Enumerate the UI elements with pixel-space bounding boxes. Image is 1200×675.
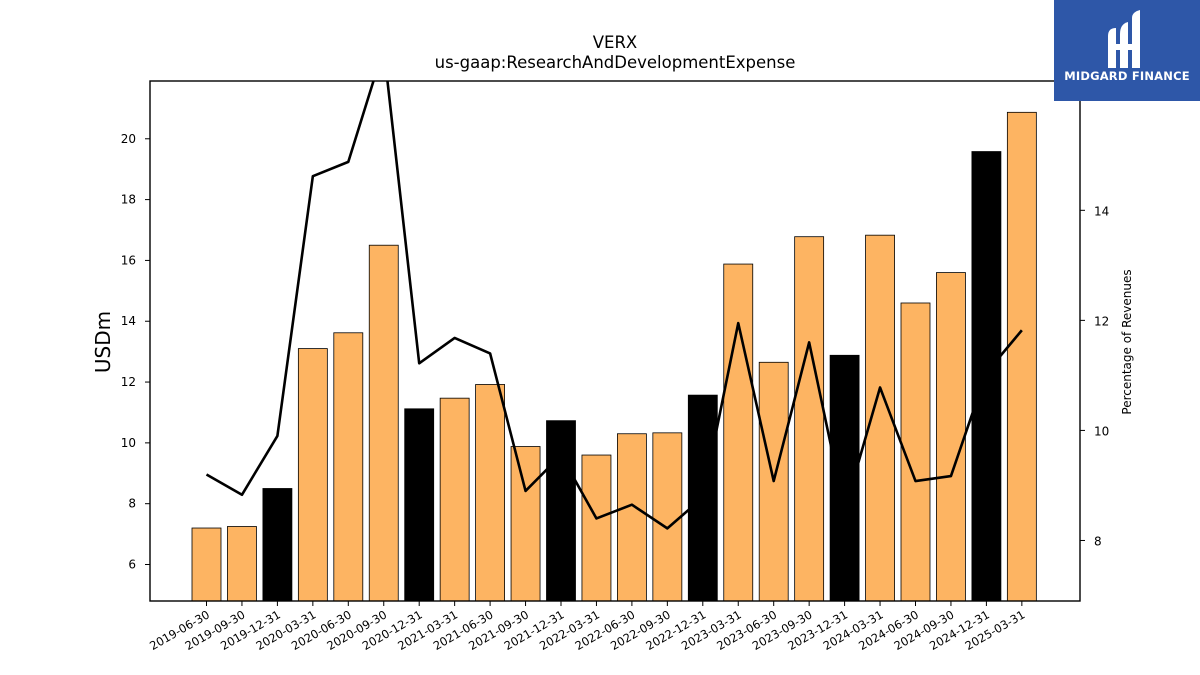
bar <box>191 527 222 602</box>
percentage-line <box>205 81 1023 530</box>
y-axis-label: USDm <box>91 311 115 373</box>
bar <box>1006 111 1037 602</box>
y-tick-label: 14 <box>121 314 136 328</box>
bar <box>723 263 754 602</box>
y2-tick-label: 14 <box>1094 204 1109 218</box>
chart-title: VERX <box>593 33 637 52</box>
midgard-logo-icon <box>1108 10 1140 68</box>
y-tick-label: 8 <box>128 497 136 511</box>
bar <box>368 244 399 602</box>
bar <box>333 332 364 602</box>
bar <box>546 420 576 602</box>
bar <box>581 454 612 602</box>
y-tick-label: 16 <box>121 253 136 267</box>
bar <box>794 236 825 602</box>
bar <box>297 348 328 602</box>
bar <box>936 272 966 602</box>
bar <box>475 384 506 602</box>
brand-logo: MIDGARD FINANCE <box>1054 0 1200 101</box>
logo-text: MIDGARD FINANCE <box>1064 69 1190 83</box>
bar <box>617 433 647 602</box>
y-tick-label: 12 <box>121 375 136 389</box>
y-tick-label: 20 <box>121 132 136 146</box>
y-tick-label: 10 <box>121 436 136 450</box>
bar <box>510 446 541 602</box>
y2-axis-label: Percentage of Revenues <box>1120 269 1134 414</box>
bar <box>262 488 293 602</box>
y2-tick-label: 8 <box>1094 534 1102 548</box>
bar <box>227 526 257 602</box>
y2-tick-label: 10 <box>1094 424 1109 438</box>
y-tick-label: 6 <box>128 558 136 572</box>
plot-frame <box>149 80 1081 602</box>
y-tick-label: 18 <box>121 193 136 207</box>
bar <box>652 432 683 602</box>
chart-subtitle: us-gaap:ResearchAndDevelopmentExpense <box>435 53 796 72</box>
y2-tick-label: 12 <box>1094 314 1109 328</box>
plot-area: 6810121416182081012142019-06-302019-09-3… <box>121 80 1109 653</box>
bar <box>404 408 435 602</box>
bar <box>439 397 470 602</box>
